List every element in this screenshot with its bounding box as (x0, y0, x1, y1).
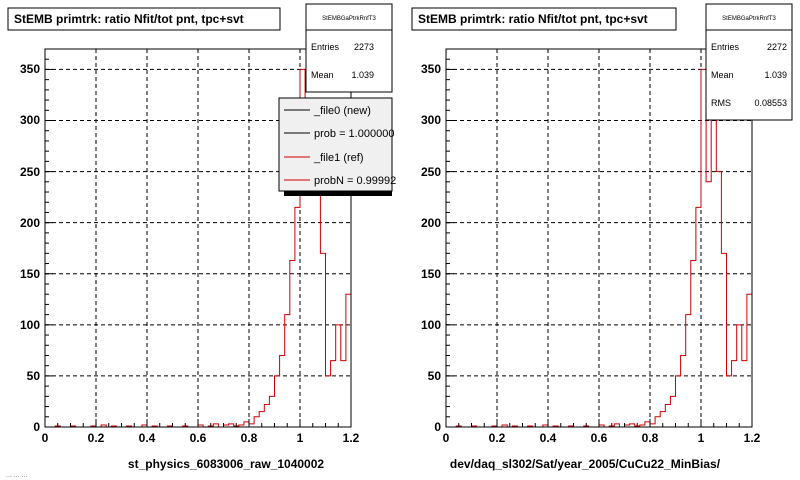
right-ytick-label: 200 (421, 216, 441, 230)
right-xtick-label: 0.8 (642, 431, 659, 445)
left-ytick-label: 50 (27, 369, 41, 383)
right-panel: StEMB primtrk: ratio Nfit/tot pnt, tpc+s… (411, 3, 793, 471)
right-ytick-label: 250 (421, 165, 441, 179)
right-stats-entries-label: Entries (711, 42, 740, 52)
left-xtick-label: 0.4 (139, 431, 156, 445)
left-histogram-series (45, 68, 351, 428)
right-plot-area (445, 48, 753, 428)
right-stats-mean-value: 1.039 (764, 70, 787, 80)
left-y-tick-labels: 0 50 100 150 200 250 300 350 (20, 62, 40, 434)
left-xtick-label: 0.8 (241, 431, 258, 445)
left-stats-entries-value: 2273 (354, 42, 374, 52)
left-panel: StEMB primtrk: ratio Nfit/tot pnt, tpc+s… (7, 3, 396, 471)
left-stats-entries-label: Entries (311, 42, 340, 52)
right-xtick-label: 0.2 (489, 431, 506, 445)
right-ytick-label: 100 (421, 318, 441, 332)
right-xtick-label: 0.6 (591, 431, 608, 445)
left-xtick-label: 1.2 (343, 431, 360, 445)
left-stats-box: StEMBGaPtrkRnfT3 Entries 2273 Mean 1.039 (305, 3, 393, 93)
right-ytick-label: 50 (428, 369, 442, 383)
left-ytick-label: 150 (20, 267, 40, 281)
legend-frame (278, 97, 393, 192)
left-ytick-label: 0 (33, 420, 40, 434)
left-stats-frame (305, 3, 393, 93)
left-ytick-label: 300 (20, 113, 40, 127)
left-legend: _file0 (new) prob = 1.000000 _file1 (ref… (278, 97, 396, 196)
right-title: StEMB primtrk: ratio Nfit/tot pnt, tpc+s… (418, 12, 648, 26)
right-histogram (446, 68, 752, 428)
left-x-tick-labels: 0 0.2 0.4 0.6 0.8 1 1.2 (42, 431, 360, 445)
right-y-tick-labels: 0 50 100 150 200 250 300 350 (421, 62, 441, 434)
right-title-box (411, 7, 677, 31)
legend-label-new: _file0 (new) (313, 105, 371, 117)
right-stats-entries-value: 2272 (767, 42, 787, 52)
left-ticks (44, 48, 352, 428)
right-stats-rms-label: RMS (711, 98, 731, 108)
left-stats-mean-value: 1.039 (351, 70, 374, 80)
footer-stamp: ... ... ... (6, 472, 27, 479)
right-grid (446, 49, 752, 427)
left-ytick-label: 350 (20, 62, 40, 76)
right-stats-name: StEMBGaPtrkRnfT3 (722, 16, 776, 22)
left-x-axis-title: st_physics_6083006_raw_1040002 (128, 457, 324, 471)
right-x-tick-labels: 0 0.2 0.4 0.6 0.8 1 1.2 (443, 431, 761, 445)
right-ytick-label: 150 (421, 267, 441, 281)
right-stats-frame (705, 3, 793, 121)
left-stats-name: StEMBGaPtrkRnfT3 (322, 16, 376, 22)
right-histogram-series (446, 68, 752, 428)
legend-label-prob: prob = 1.000000 (314, 128, 394, 140)
left-xtick-label: 1 (297, 431, 304, 445)
right-x-axis-title: dev/daq_sl302/Sat/year_2005/CuCu22_MinBi… (450, 457, 721, 471)
left-title: StEMB primtrk: ratio Nfit/tot pnt, tpc+s… (14, 12, 244, 26)
left-title-box (7, 7, 281, 31)
left-xtick-label: 0 (42, 431, 49, 445)
right-ytick-label: 0 (434, 420, 441, 434)
left-histogram (45, 68, 351, 428)
right-xtick-label: 0.4 (540, 431, 557, 445)
right-stats-rms-value: 0.08553 (754, 98, 787, 108)
right-xtick-label: 1 (698, 431, 705, 445)
legend-label-probn: probN = 0.99992 (314, 175, 396, 187)
right-ytick-label: 350 (421, 62, 441, 76)
right-xtick-label: 1.2 (744, 431, 761, 445)
right-stats-mean-label: Mean (711, 70, 734, 80)
right-xtick-label: 0 (443, 431, 450, 445)
right-stats-box: StEMBGaPtrkRnfT3 Entries 2272 Mean 1.039… (705, 3, 793, 121)
right-ytick-label: 300 (421, 113, 441, 127)
left-xtick-label: 0.6 (190, 431, 207, 445)
legend-label-ref: _file1 (ref) (313, 152, 364, 164)
left-stats-mean-label: Mean (311, 70, 334, 80)
left-xtick-label: 0.2 (88, 431, 105, 445)
right-ticks (445, 48, 753, 428)
left-ytick-label: 250 (20, 165, 40, 179)
left-ytick-label: 100 (20, 318, 40, 332)
left-ytick-label: 200 (20, 216, 40, 230)
